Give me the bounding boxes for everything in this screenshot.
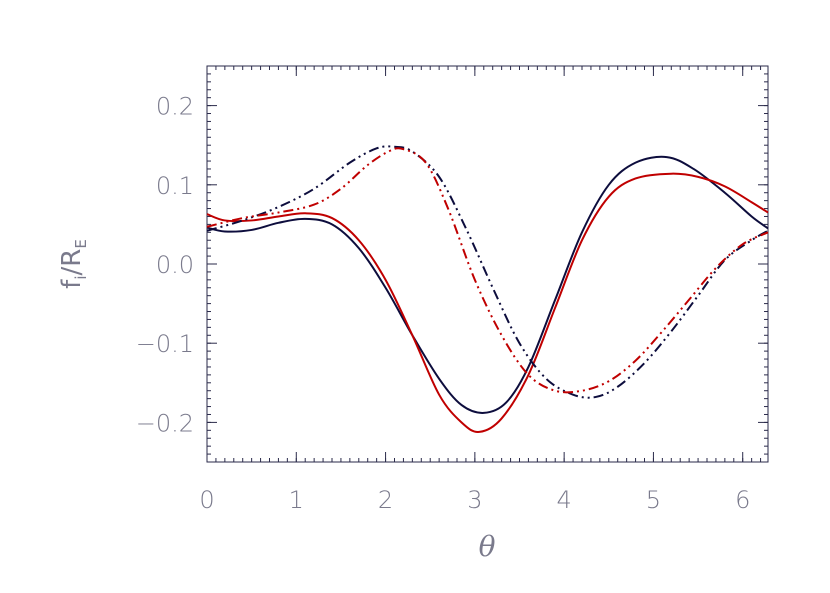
x-tick-label: 6 <box>735 486 750 514</box>
minor-ticks <box>206 65 768 463</box>
series-line-4 <box>206 147 769 394</box>
series-line-2 <box>206 172 769 433</box>
y-tick-label: 0.1 <box>156 172 194 200</box>
y-tick-label: −0.2 <box>136 409 194 437</box>
y-tick-label: 0.2 <box>156 93 194 121</box>
y-label-e: E <box>72 239 90 248</box>
x-tick-label: 1 <box>289 486 304 514</box>
x-tick-label: 3 <box>467 486 482 514</box>
y-tick-label: 0.0 <box>156 251 194 279</box>
x-tick-label: 5 <box>646 486 661 514</box>
y-label-f: f <box>57 279 87 289</box>
x-axis-label: θ <box>479 530 496 563</box>
y-tick-label: −0.1 <box>136 330 194 358</box>
plot-frame <box>206 65 769 463</box>
y-label-i: i <box>72 276 90 280</box>
series-layer <box>206 145 769 433</box>
tick-labels: 0 1 2 3 4 5 6 −0.2 −0.1 0.0 0.1 0.2 <box>136 93 751 514</box>
y-label-r: R <box>57 249 87 267</box>
major-ticks <box>206 66 768 462</box>
series-line-3 <box>206 145 769 399</box>
series-line-1 <box>206 155 769 414</box>
y-label-slash: / <box>57 267 87 276</box>
y-axis-label: fi/RE <box>57 239 90 289</box>
x-tick-label: 2 <box>378 486 393 514</box>
x-tick-label: 0 <box>199 486 214 514</box>
x-tick-label: 4 <box>557 486 572 514</box>
